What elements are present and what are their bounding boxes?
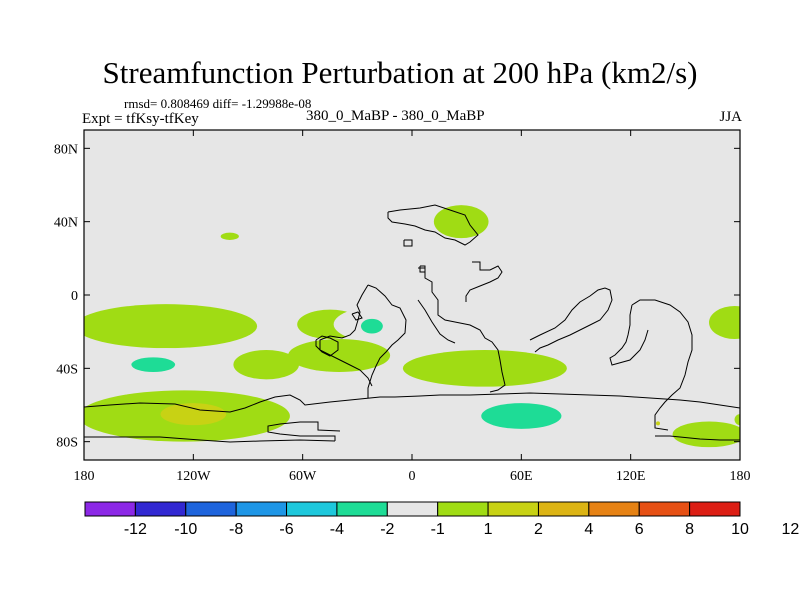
colorbar-swatch xyxy=(638,501,691,517)
x-tick-label: 60E xyxy=(510,469,533,484)
contour-region-6 xyxy=(709,306,740,339)
colorbar-label: 6 xyxy=(635,521,644,538)
y-tick-label: 40N xyxy=(54,216,78,231)
colorbar-label: 8 xyxy=(685,521,694,538)
colorbar-label: 2 xyxy=(534,521,543,538)
contour-region-0 xyxy=(127,197,176,217)
colorbar-label: -10 xyxy=(174,521,197,538)
contour-region-20 xyxy=(672,421,740,448)
contour-region-1 xyxy=(220,232,239,240)
axis-ticks xyxy=(83,130,741,460)
colorbar-swatch xyxy=(84,501,136,517)
contour-region-21 xyxy=(656,421,660,426)
colorbar-label: -12 xyxy=(124,521,147,538)
colorbar-labels: -12 -10 -8 -6 -4 -2 -1 1 2 4 6 8 10 12 xyxy=(124,521,800,538)
stats-label: rmsd= 0.808469 diff= -1.29988e-08 xyxy=(124,96,312,111)
experiment-label: Expt = tfKsy-tfKey xyxy=(82,111,199,127)
y-tick-label: 0 xyxy=(71,289,78,304)
colorbar-swatch xyxy=(537,501,590,517)
colorbar-label: 4 xyxy=(584,521,593,538)
contour-region-12 xyxy=(84,348,261,389)
x-tick-label: 120E xyxy=(616,469,646,484)
colorbar-swatch xyxy=(134,501,187,517)
comparison-label: 380_0_MaBP - 380_0_MaBP xyxy=(306,108,485,124)
contour-region-4 xyxy=(643,216,717,246)
contour-region-14 xyxy=(233,350,300,380)
colorbar-label: -8 xyxy=(229,521,243,538)
contour-region-5 xyxy=(603,313,640,332)
colorbar-swatch xyxy=(185,501,237,517)
contour-region-17 xyxy=(160,403,227,426)
colorbar-swatch xyxy=(386,501,439,517)
colorbar-label: 1 xyxy=(484,521,493,538)
contour-region-15 xyxy=(402,350,567,387)
colorbar-label: -1 xyxy=(431,521,445,538)
x-tick-label: 180 xyxy=(74,469,95,484)
colorbar-swatch xyxy=(336,501,388,517)
contour-region-19 xyxy=(481,403,562,429)
contour-region-9 xyxy=(333,304,454,345)
contour-region-13 xyxy=(131,357,176,372)
contour-region-18 xyxy=(360,395,591,451)
colorbar xyxy=(84,501,741,517)
colorbar-label: 10 xyxy=(731,521,749,538)
x-tick-label: 0 xyxy=(409,469,416,484)
colorbar-swatch xyxy=(689,501,741,517)
x-tick-labels: 180 120W 60W 0 60E 120E 180 xyxy=(74,469,751,484)
y-tick-label: 80N xyxy=(54,142,78,157)
season-label: JJA xyxy=(719,109,742,125)
colorbar-label: 12 xyxy=(781,521,799,538)
contour-region-11 xyxy=(288,339,391,372)
contour-region-10 xyxy=(360,318,383,334)
colorbar-swatch xyxy=(588,501,640,517)
contour-region-7 xyxy=(84,304,258,349)
x-tick-label: 120W xyxy=(176,469,211,484)
x-tick-label: 60W xyxy=(289,469,317,484)
y-tick-label: 80S xyxy=(56,436,78,451)
contour-region-22 xyxy=(734,414,740,426)
coastline xyxy=(84,204,740,443)
y-tick-label: 40S xyxy=(56,362,78,377)
colorbar-label: -4 xyxy=(330,521,344,538)
colorbar-swatch xyxy=(487,501,539,517)
colorbar-swatch xyxy=(437,501,489,517)
x-tick-label: 180 xyxy=(730,469,751,484)
contour-region-3 xyxy=(641,163,668,171)
y-tick-labels: 80N 40N 0 40S 80S xyxy=(54,142,78,450)
colorbar-label: -6 xyxy=(279,521,293,538)
colorbar-label: -2 xyxy=(380,521,394,538)
chart-title: Streamfunction Perturbation at 200 hPa (… xyxy=(102,55,698,90)
contour-fields xyxy=(84,163,740,451)
contour-region-2 xyxy=(433,205,489,239)
colorbar-swatch xyxy=(286,501,338,517)
colorbar-swatch xyxy=(235,501,288,517)
